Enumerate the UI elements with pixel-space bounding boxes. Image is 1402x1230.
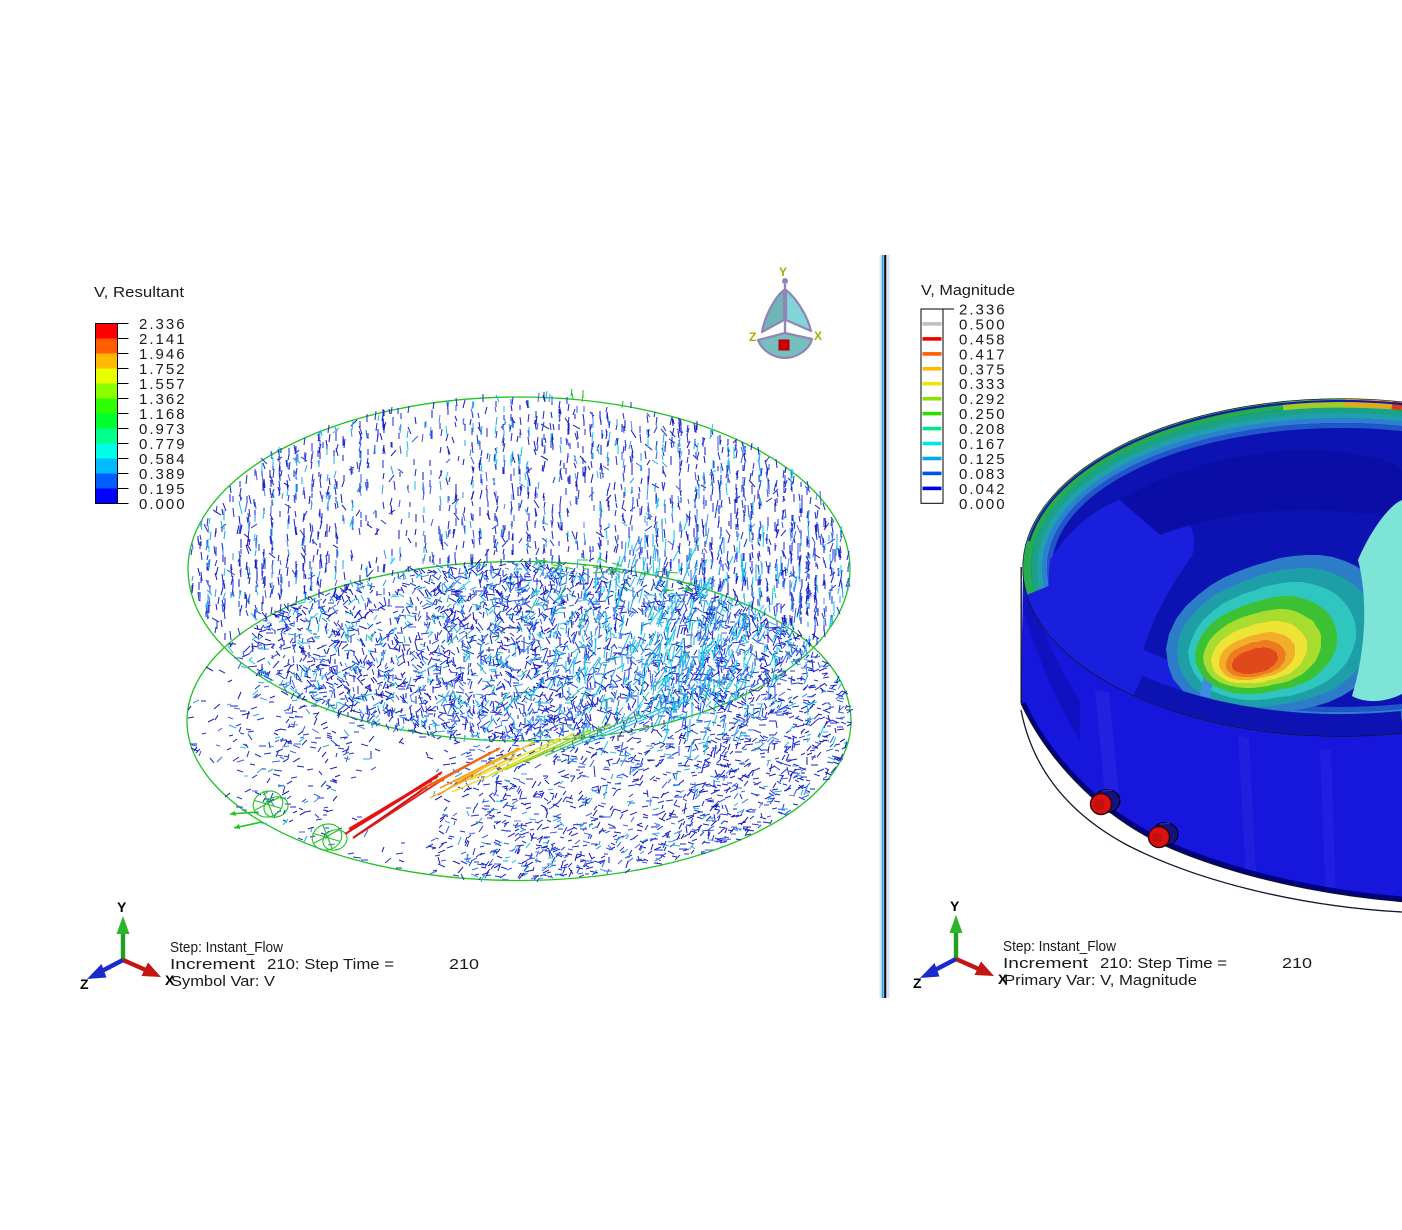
svg-text:2.336: 2.336 — [959, 302, 1007, 319]
svg-text:0.167: 0.167 — [959, 436, 1007, 453]
svg-text:0.125: 0.125 — [959, 451, 1007, 468]
svg-text:Z: Z — [913, 975, 922, 991]
svg-text:Step: Instant_Flow: Step: Instant_Flow — [170, 939, 283, 956]
svg-text:1.752: 1.752 — [139, 361, 187, 378]
svg-text:1.362: 1.362 — [139, 391, 187, 408]
svg-text:X: X — [814, 329, 822, 343]
svg-text:0.083: 0.083 — [959, 466, 1007, 483]
svg-text:V, Magnitude: V, Magnitude — [921, 282, 1015, 299]
svg-text:X: X — [998, 971, 1008, 987]
svg-text:0.973: 0.973 — [139, 421, 187, 438]
svg-text:0.584: 0.584 — [139, 451, 187, 468]
svg-text:1.946: 1.946 — [139, 346, 187, 363]
svg-text:0.375: 0.375 — [959, 361, 1007, 378]
svg-text:2.336: 2.336 — [139, 316, 187, 333]
svg-text:0.779: 0.779 — [139, 436, 187, 453]
svg-text:0.292: 0.292 — [959, 391, 1007, 408]
svg-text:0.000: 0.000 — [139, 496, 187, 513]
svg-text:0.333: 0.333 — [959, 376, 1007, 393]
svg-text:1.168: 1.168 — [139, 406, 187, 423]
svg-text:2.141: 2.141 — [139, 331, 187, 348]
svg-text:0.250: 0.250 — [959, 406, 1007, 423]
svg-text:Symbol Var: V: Symbol Var: V — [171, 973, 275, 990]
svg-text:0.458: 0.458 — [959, 331, 1007, 348]
svg-text:0.000: 0.000 — [959, 496, 1007, 513]
svg-text:Y: Y — [779, 265, 787, 279]
svg-text:0.500: 0.500 — [959, 316, 1007, 333]
svg-text:Y: Y — [117, 899, 127, 915]
svg-text:0.042: 0.042 — [959, 481, 1007, 498]
svg-text:Step: Instant_Flow: Step: Instant_Flow — [1003, 938, 1116, 955]
svg-text:Z: Z — [749, 330, 756, 344]
svg-text:0.417: 0.417 — [959, 346, 1007, 363]
svg-text:0.208: 0.208 — [959, 421, 1007, 438]
svg-text:Z: Z — [80, 976, 89, 992]
svg-text:Y: Y — [950, 898, 960, 914]
svg-text:X: X — [165, 972, 175, 988]
svg-text:V, Resultant: V, Resultant — [94, 284, 185, 301]
svg-text:0.195: 0.195 — [139, 481, 187, 498]
svg-text:1.557: 1.557 — [139, 376, 187, 393]
svg-text:Primary Var: V, Magnitude: Primary Var: V, Magnitude — [1004, 972, 1197, 989]
svg-text:0.389: 0.389 — [139, 466, 187, 483]
